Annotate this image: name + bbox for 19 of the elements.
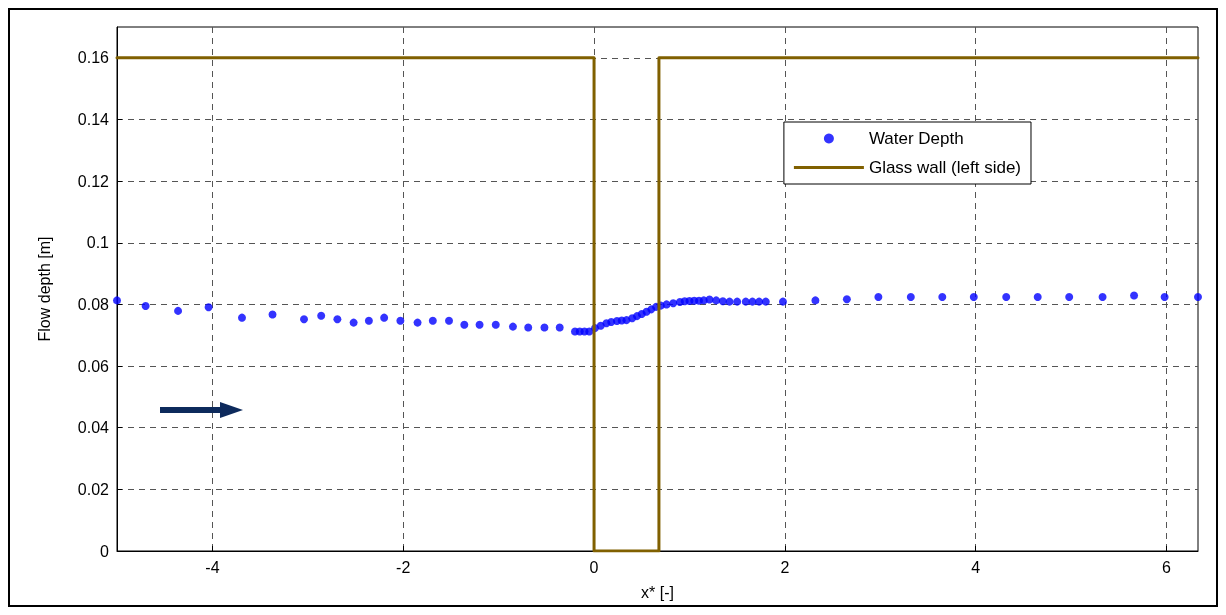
y-tick-label: 0.14 bbox=[77, 110, 110, 128]
y-tick-label: 0.16 bbox=[77, 49, 110, 67]
x-tick-label: -4 bbox=[205, 558, 220, 576]
x-tick-label: 2 bbox=[780, 558, 790, 576]
y-tick-label: 0.06 bbox=[77, 357, 110, 375]
y-tick-label: 0 bbox=[100, 542, 110, 560]
y-tick-label: 0.1 bbox=[86, 234, 110, 252]
y-tick-label: 0.12 bbox=[77, 172, 110, 190]
x-tick-label: 6 bbox=[1162, 558, 1172, 576]
x-tick-label: -2 bbox=[396, 558, 411, 576]
y-tick-label: 0.08 bbox=[77, 295, 110, 313]
y-tick-label: 0.02 bbox=[77, 480, 110, 498]
legend-label: Water Depth bbox=[868, 129, 964, 148]
y-axis-title: Flow depth [m] bbox=[35, 236, 53, 342]
y-tick-label: 0.04 bbox=[77, 419, 110, 437]
x-tick-label: 0 bbox=[589, 558, 599, 576]
x-axis-title: x* [-] bbox=[641, 583, 674, 601]
x-tick-label: 4 bbox=[971, 558, 981, 576]
legend-label: Glass wall (left side) bbox=[868, 158, 1022, 177]
